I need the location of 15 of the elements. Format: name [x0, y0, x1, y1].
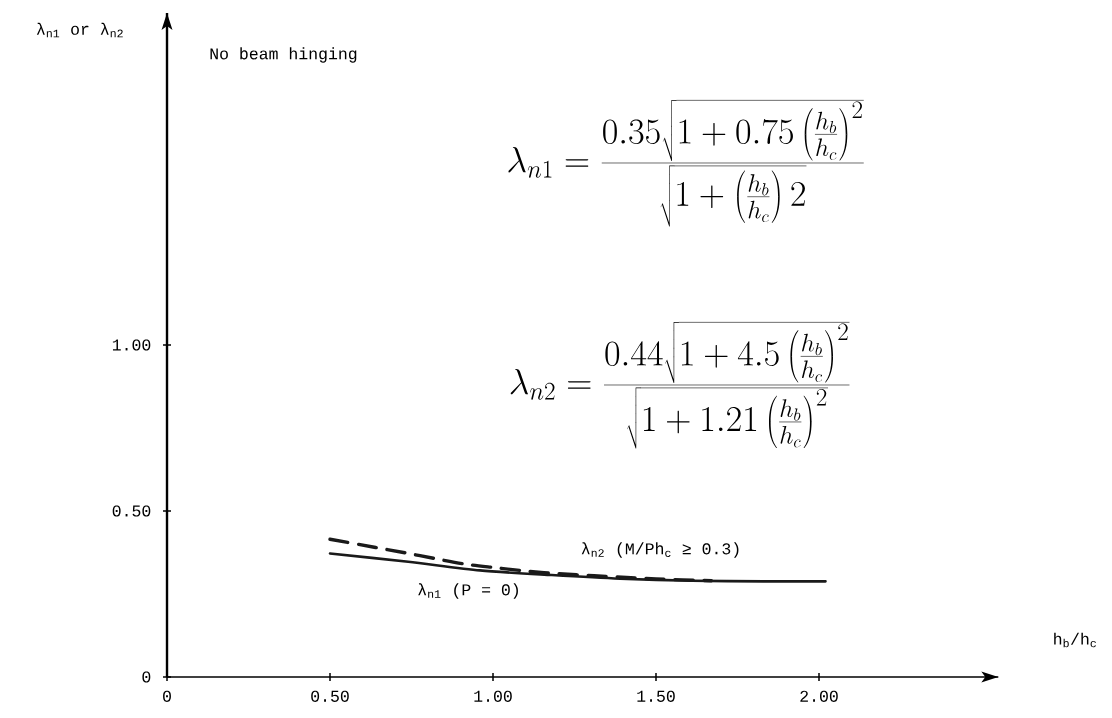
annotation: $\lambda_{n2} = \frac{0.44\sqrt{1+4.5\left(\frac{h_b}{h_c}\right)^2}}{\sqrt{1+1.21\left(\frac{h_b}{h_c}\right)^2}}$ [510, 322, 850, 449]
x-tick-label: 0.50 [311, 690, 349, 702]
text: λ$_{n2}$ (M/Ph$_{c}$ ≥ 0.3) [581, 542, 739, 558]
y-tick-label: 1.00 [112, 339, 151, 351]
x-tick-label: 0 [163, 690, 171, 702]
x-tick-label: 2.00 [800, 690, 838, 702]
series-label: λ$_{n1}$ (P = 0) [418, 583, 518, 599]
y-tick-label: 0.50 [112, 505, 151, 517]
x-axis-title: h$_{b}$/h$_{c}$ [1054, 632, 1096, 648]
y-axis-title: λ$_{n1}$ or λ$_{n2}$ [36, 22, 123, 38]
x-tick-label: 1.50 [637, 690, 675, 702]
annotation: No beam hinging [210, 47, 357, 63]
y-tick-label: 0 [142, 671, 151, 683]
x-tick-label: 1.00 [474, 690, 512, 702]
annotation: $\lambda_{n1} = \frac{0.35\sqrt{1+0.75\left(\frac{h_b}{h_c}\right)^2}}{\sqrt{1+\left(\frac{h_b}{h_c}\right)2}}$ [508, 100, 864, 227]
